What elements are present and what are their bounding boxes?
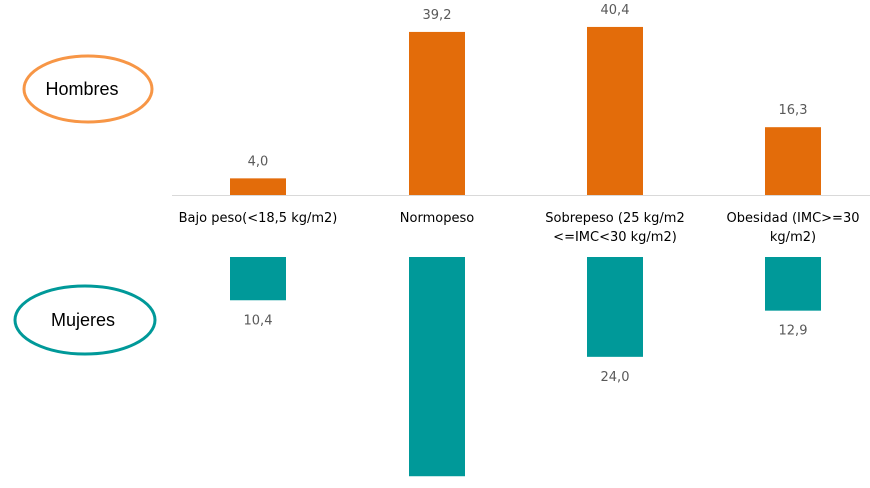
legend-hombres: Hombres — [22, 54, 154, 124]
bar-hombres-1 — [409, 31, 465, 196]
legend-mujeres-label: Mujeres — [51, 310, 115, 330]
bar-hombres-0 — [230, 178, 286, 195]
data-label-hombres-0: 4,0 — [248, 154, 269, 169]
category-label-2-line-0: Sobrepeso (25 kg/m2 — [545, 211, 684, 226]
category-label-1: Normopeso — [400, 211, 474, 226]
category-label-3-line-0: Obesidad (IMC>=30 — [727, 211, 860, 226]
bar-mujeres-0 — [230, 257, 286, 301]
data-label-hombres-1: 39,2 — [423, 8, 452, 23]
hombres-series: 4,0 39,2 40,4 16,3 — [230, 3, 821, 196]
category-labels: Bajo peso(<18,5 kg/m2) Normopeso Sobrepeso… — [179, 211, 860, 245]
bar-mujeres-1 — [409, 257, 465, 477]
data-label-mujeres-2: 24,0 — [601, 370, 630, 385]
legend-hombres-label: Hombres — [45, 79, 118, 99]
data-label-hombres-3: 16,3 — [779, 103, 808, 118]
bar-hombres-3 — [765, 127, 821, 195]
bar-hombres-2 — [587, 26, 643, 195]
mujeres-series: 10,452,724,012,9 — [230, 257, 821, 477]
legend-mujeres: Mujeres — [13, 284, 157, 356]
category-label-2-line-1: <=IMC<30 kg/m2) — [553, 230, 677, 245]
data-label-mujeres-0: 10,4 — [244, 313, 273, 328]
category-label-0: Bajo peso(<18,5 kg/m2) — [179, 211, 338, 226]
legend-mujeres-ellipse — [13, 284, 157, 356]
bar-mujeres-2 — [587, 257, 643, 357]
data-label-mujeres-3: 12,9 — [779, 324, 808, 339]
data-label-hombres-2: 40,4 — [601, 3, 630, 18]
category-label-3-line-1: kg/m2) — [770, 230, 816, 245]
legend-hombres-ellipse — [22, 54, 154, 124]
bar-mujeres-3 — [765, 257, 821, 311]
